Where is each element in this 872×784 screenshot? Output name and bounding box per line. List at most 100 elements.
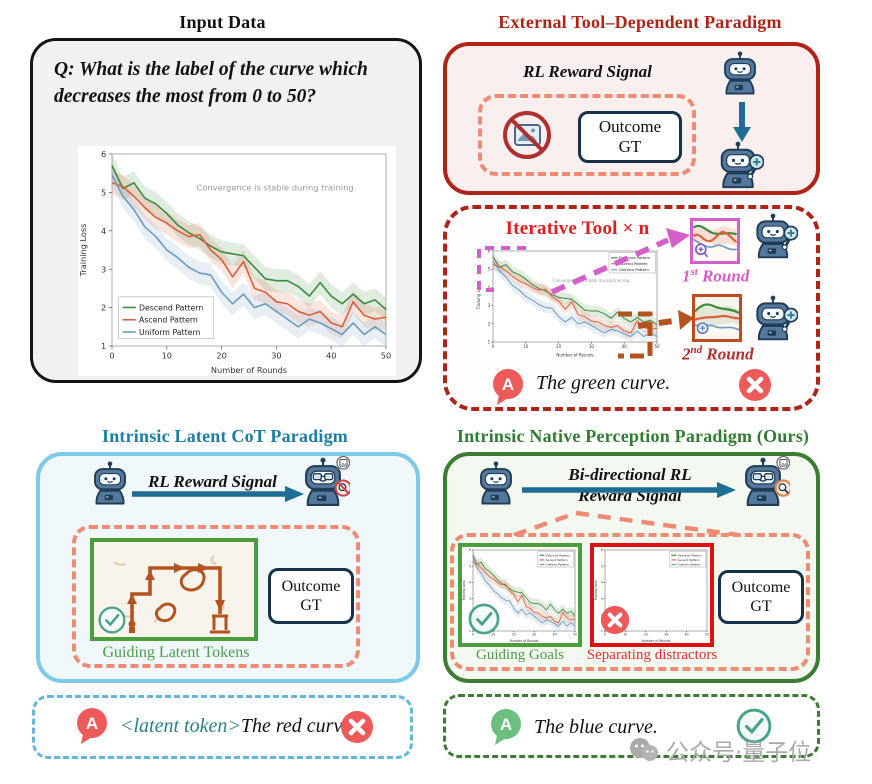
- external-reward-label: RL Reward Signal: [523, 62, 652, 81]
- distractors-caption: Separating distractors: [586, 647, 718, 663]
- svg-text:Training Loss: Training Loss: [594, 580, 598, 601]
- latent-answer-line: <latent token>The red curve.: [120, 715, 356, 738]
- svg-text:50: 50: [654, 344, 660, 349]
- reward-arrow-latent: [132, 486, 304, 502]
- svg-text:20: 20: [512, 633, 516, 637]
- robot-think-icon-native: [736, 456, 790, 510]
- outcome-gt-line1: Outcome: [731, 578, 791, 596]
- svg-text:Number of Rounds: Number of Rounds: [642, 639, 671, 643]
- round2-label: 2nd Round: [682, 344, 754, 364]
- outcome-gt-line2: GT: [300, 597, 322, 614]
- latent-token-text: <latent token>: [120, 715, 241, 737]
- native-answer-box: [443, 694, 820, 758]
- svg-text:1: 1: [488, 340, 491, 345]
- svg-text:Ascend Pattern: Ascend Pattern: [546, 558, 568, 562]
- svg-text:Training Loss: Training Loss: [78, 224, 88, 278]
- outcome-gt-box-latent: Outcome GT: [268, 568, 354, 624]
- latent-tokens-path: [113, 555, 230, 634]
- svg-text:0: 0: [472, 633, 474, 637]
- svg-text:3: 3: [601, 597, 603, 601]
- svg-text:6: 6: [488, 249, 491, 254]
- robot-magnifier-icon-external: [712, 140, 764, 192]
- native-reward-dashed-box: [450, 533, 810, 671]
- cross-icon-latent-answer: [340, 710, 374, 744]
- svg-text:1: 1: [601, 629, 603, 633]
- robot-icon-latent: [94, 460, 126, 505]
- native-answer-text: The blue curve.: [534, 716, 658, 738]
- svg-text:30: 30: [271, 350, 281, 360]
- path-goal-marker: [210, 614, 230, 634]
- svg-text:4: 4: [101, 226, 106, 236]
- svg-text:Uniform Pattern: Uniform Pattern: [678, 563, 701, 567]
- svg-text:3: 3: [101, 264, 106, 274]
- svg-text:1: 1: [101, 341, 106, 351]
- training-loss-chart: 0 10 20 30 40 50 1 2 3 4 5 6 Number of Rounds Trainin…: [78, 146, 396, 376]
- svg-text:A: A: [500, 715, 512, 734]
- brown-crop-bracket-icon: [618, 311, 653, 359]
- path-start-figure: [128, 620, 136, 628]
- wechat-icon: [630, 737, 658, 761]
- svg-text:A: A: [86, 714, 98, 733]
- iterative-title: Iterative Tool × n: [505, 218, 650, 239]
- svg-text:5: 5: [488, 267, 491, 272]
- outcome-gt-box-external: Outcome GT: [578, 111, 682, 163]
- svg-text:Convergence is stable during t: Convergence is stable during training.: [196, 182, 356, 192]
- round2-dashed-arrow-icon: [637, 310, 694, 330]
- reward-arrow-native: [522, 482, 736, 498]
- cross-icon-iterative: [738, 368, 772, 402]
- svg-text:0: 0: [604, 633, 606, 637]
- round2-crop-curves: [694, 303, 740, 335]
- svg-text:10: 10: [491, 633, 495, 637]
- answer-badge-iterative: A: [493, 369, 523, 405]
- svg-text:40: 40: [553, 633, 557, 637]
- cross-icon-distractors: [600, 605, 630, 635]
- outcome-gt-line1: Outcome: [281, 577, 341, 595]
- latent-answer-box: [32, 695, 413, 759]
- svg-text:30: 30: [589, 344, 595, 349]
- round1-dashed-arrow-icon: [550, 228, 690, 295]
- svg-text:5: 5: [601, 564, 603, 568]
- latent-tokens-image: [90, 538, 258, 641]
- watermark: 公众号·量子位: [628, 733, 811, 767]
- latent-reward-label: RL Reward Signal: [148, 472, 277, 491]
- outcome-gt-line2: GT: [618, 137, 642, 156]
- iterative-mini-chart: 0 10 20 30 40 50 1 2 3 4 5 6 Number of Rounds Trainin…: [476, 246, 662, 358]
- svg-text:4: 4: [601, 581, 603, 585]
- svg-text:Ascend Pattern: Ascend Pattern: [678, 558, 700, 562]
- latent-panel-title: Intrinsic Latent CoT Paradigm: [102, 426, 348, 446]
- svg-text:Number of Rounds: Number of Rounds: [556, 353, 593, 358]
- round1-label: 1st Round: [682, 266, 750, 286]
- svg-text:2: 2: [488, 321, 491, 326]
- svg-text:3: 3: [469, 597, 471, 601]
- no-image-icon: [503, 111, 551, 159]
- svg-text:1: 1: [469, 629, 471, 633]
- svg-text:10: 10: [623, 633, 627, 637]
- outcome-gt-line1: Outcome: [598, 116, 662, 136]
- svg-text:40: 40: [685, 633, 689, 637]
- svg-text:6: 6: [601, 548, 603, 552]
- outcome-gt-line2: GT: [750, 598, 772, 615]
- svg-text:20: 20: [216, 350, 226, 360]
- native-dashed-roof-lines: [513, 510, 739, 536]
- svg-text:50: 50: [381, 350, 391, 360]
- svg-text:Uniform Pattern: Uniform Pattern: [139, 328, 200, 337]
- svg-text:Descend Pattern: Descend Pattern: [546, 553, 570, 557]
- question-text: Q: What is the label of the curve which …: [54, 59, 368, 108]
- svg-text:Training Loss: Training Loss: [476, 284, 481, 311]
- robot-magnifier-icon-round2: [748, 294, 798, 344]
- svg-text:50: 50: [705, 633, 709, 637]
- external-panel-title: External Tool–Dependent Paradigm: [498, 12, 782, 32]
- native-panel-title: Intrinsic Native Perception Paradigm (Ou…: [456, 426, 810, 446]
- svg-text:20: 20: [556, 344, 562, 349]
- round1-crop-image: [690, 218, 740, 264]
- svg-text:40: 40: [326, 350, 336, 360]
- svg-text:Uniform Pattern: Uniform Pattern: [619, 267, 650, 272]
- svg-text:10: 10: [162, 350, 172, 360]
- robot-icon-native: [480, 460, 512, 505]
- iterative-answer-text: The green curve.: [536, 372, 671, 394]
- svg-text:6: 6: [469, 548, 471, 552]
- latent-answer-text: The red curve.: [240, 715, 357, 737]
